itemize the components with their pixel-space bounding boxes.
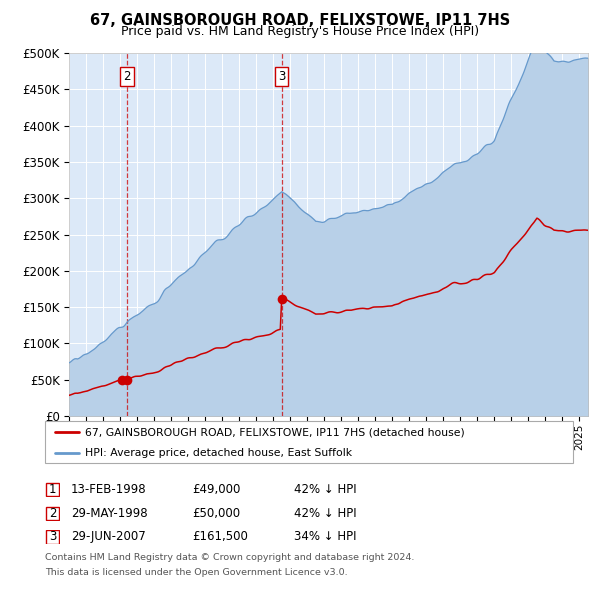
Text: 2: 2 [123, 70, 131, 83]
Text: 29-MAY-1998: 29-MAY-1998 [71, 507, 148, 520]
Text: 29-JUN-2007: 29-JUN-2007 [71, 530, 146, 543]
Text: £50,000: £50,000 [192, 507, 240, 520]
Text: This data is licensed under the Open Government Licence v3.0.: This data is licensed under the Open Gov… [45, 568, 347, 577]
Text: Contains HM Land Registry data © Crown copyright and database right 2024.: Contains HM Land Registry data © Crown c… [45, 553, 415, 562]
Text: 2: 2 [49, 507, 56, 520]
Text: 34% ↓ HPI: 34% ↓ HPI [294, 530, 356, 543]
Text: 42% ↓ HPI: 42% ↓ HPI [294, 483, 356, 496]
Text: £161,500: £161,500 [192, 530, 248, 543]
Text: 3: 3 [278, 70, 285, 83]
Text: 1: 1 [49, 483, 56, 496]
Text: 42% ↓ HPI: 42% ↓ HPI [294, 507, 356, 520]
Text: 3: 3 [49, 530, 56, 543]
Text: 13-FEB-1998: 13-FEB-1998 [71, 483, 146, 496]
Text: HPI: Average price, detached house, East Suffolk: HPI: Average price, detached house, East… [85, 448, 352, 457]
Text: 67, GAINSBOROUGH ROAD, FELIXSTOWE, IP11 7HS: 67, GAINSBOROUGH ROAD, FELIXSTOWE, IP11 … [90, 13, 510, 28]
Text: Price paid vs. HM Land Registry's House Price Index (HPI): Price paid vs. HM Land Registry's House … [121, 25, 479, 38]
Text: 67, GAINSBOROUGH ROAD, FELIXSTOWE, IP11 7HS (detached house): 67, GAINSBOROUGH ROAD, FELIXSTOWE, IP11 … [85, 427, 464, 437]
Text: £49,000: £49,000 [192, 483, 241, 496]
